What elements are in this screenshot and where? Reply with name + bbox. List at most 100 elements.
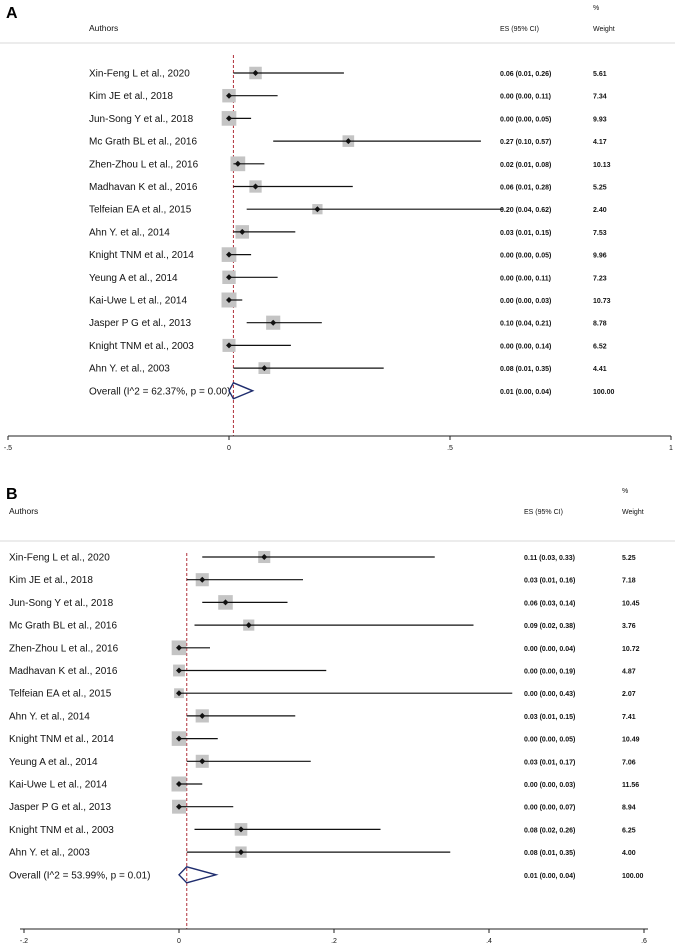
- weight-value: 9.93: [593, 116, 607, 123]
- point-estimate: [261, 554, 268, 560]
- weight-percent-symbol: %: [622, 488, 628, 495]
- point-estimate: [239, 228, 246, 235]
- overall-effect-size-value: 0.01 (0.00, 0.04): [524, 873, 575, 880]
- point-estimate: [176, 667, 182, 674]
- point-estimate: [245, 622, 252, 629]
- x-tick-label: 1: [669, 445, 673, 452]
- point-estimate: [226, 251, 232, 258]
- study-label: Kim JE et al., 2018: [89, 91, 173, 102]
- study-label: Madhavan K et al., 2016: [9, 666, 118, 677]
- weight-header: Weight: [593, 26, 615, 33]
- effect-size-value: 0.00 (0.00, 0.19): [524, 669, 575, 676]
- effect-size-value: 0.00 (0.00, 0.03): [500, 298, 551, 305]
- study-label: Jun-Song Y et al., 2018: [9, 598, 114, 609]
- study-label: Knight TNM et al., 2014: [9, 734, 114, 745]
- weight-value: 3.76: [622, 623, 636, 630]
- overall-weight-value: 100.00: [593, 389, 615, 396]
- weight-value: 7.53: [593, 230, 607, 237]
- weight-percent-symbol: %: [593, 5, 599, 12]
- point-estimate: [226, 115, 232, 122]
- forest-panel-a: A Authors ES (95% CI)% Weight Xin-Feng L et …: [0, 5, 675, 452]
- point-estimate: [176, 803, 182, 810]
- es-ci-header: ES (95% CI): [524, 509, 563, 516]
- study-label: Ahn Y. et al., 2014: [9, 711, 90, 722]
- point-estimate: [176, 644, 182, 651]
- x-tick-label: .5: [447, 445, 453, 452]
- study-label: Xin-Feng L et al., 2020: [9, 553, 110, 564]
- study-label: Yeung A et al., 2014: [89, 273, 178, 284]
- weight-value: 5.25: [622, 555, 636, 562]
- study-label: Ahn Y. et al., 2014: [89, 227, 170, 238]
- weight-value: 6.52: [593, 343, 607, 350]
- effect-size-value: 0.00 (0.00, 0.11): [500, 275, 551, 282]
- x-tick-label: .4: [486, 938, 492, 945]
- weight-value: 8.78: [593, 321, 607, 328]
- point-estimate: [226, 342, 232, 349]
- effect-size-value: 0.03 (0.01, 0.16): [524, 578, 575, 585]
- point-estimate: [199, 712, 206, 719]
- overall-label: Overall (I^2 = 62.37%, p = 0.00): [89, 386, 230, 397]
- weight-value: 9.96: [593, 253, 607, 260]
- point-estimate: [270, 319, 277, 326]
- study-label: Zhen-Zhou L et al., 2016: [9, 643, 119, 654]
- point-estimate: [238, 849, 244, 856]
- study-label: Telfeian EA et al., 2015: [9, 689, 112, 700]
- weight-value: 6.25: [622, 827, 636, 834]
- effect-size-value: 0.10 (0.04, 0.21): [500, 321, 551, 328]
- study-label: Knight TNM et al., 2003: [89, 341, 194, 352]
- point-estimate: [199, 758, 206, 765]
- weight-value: 7.41: [622, 714, 636, 721]
- x-tick-label: .2: [331, 938, 337, 945]
- effect-size-value: 0.00 (0.00, 0.03): [524, 782, 575, 789]
- point-estimate: [176, 735, 182, 742]
- point-estimate: [176, 781, 182, 787]
- effect-size-value: 0.11 (0.03, 0.33): [524, 555, 575, 562]
- effect-size-value: 0.00 (0.00, 0.05): [500, 116, 551, 123]
- weight-value: 7.18: [622, 578, 636, 585]
- effect-size-value: 0.06 (0.03, 0.14): [524, 600, 575, 607]
- effect-size-value: 0.06 (0.01, 0.26): [500, 71, 551, 78]
- point-estimate: [261, 365, 268, 372]
- weight-value: 10.72: [622, 646, 640, 653]
- overall-effect-size-value: 0.01 (0.00, 0.04): [500, 389, 551, 396]
- effect-size-value: 0.00 (0.00, 0.07): [524, 805, 575, 812]
- effect-size-value: 0.09 (0.02, 0.38): [524, 623, 575, 630]
- study-label: Knight TNM et al., 2003: [9, 825, 114, 836]
- weight-value: 2.40: [593, 207, 607, 214]
- effect-size-value: 0.03 (0.01, 0.17): [524, 759, 575, 766]
- weight-value: 4.17: [593, 139, 607, 146]
- weight-value: 5.61: [593, 71, 607, 78]
- study-label: Madhavan K et al., 2016: [89, 182, 198, 193]
- weight-value: 4.41: [593, 366, 607, 373]
- effect-size-value: 0.08 (0.02, 0.26): [524, 827, 575, 834]
- x-tick-label: -.5: [4, 445, 12, 452]
- effect-size-value: 0.00 (0.00, 0.14): [500, 343, 551, 350]
- forest-panel-b: B Authors ES (95% CI)% Weight Xin-Feng L et …: [0, 486, 675, 945]
- overall-diamond: [178, 866, 219, 884]
- weight-value: 8.94: [622, 805, 636, 812]
- weight-value: 2.07: [622, 691, 636, 698]
- es-ci-header: ES (95% CI): [500, 26, 539, 33]
- study-label: Kai-Uwe L et al., 2014: [89, 296, 187, 307]
- weight-value: 7.06: [622, 759, 636, 766]
- effect-size-value: 0.00 (0.00, 0.04): [524, 646, 575, 653]
- weight-value: 10.49: [622, 737, 640, 744]
- weight-value: 5.25: [593, 185, 607, 192]
- point-estimate: [252, 183, 259, 190]
- authors-header: Authors: [89, 23, 118, 33]
- weight-value: 10.45: [622, 600, 640, 607]
- point-estimate: [226, 274, 232, 281]
- point-estimate: [314, 206, 321, 213]
- study-label: Zhen-Zhou L et al., 2016: [89, 159, 199, 170]
- weight-value: 7.23: [593, 275, 607, 282]
- point-estimate: [176, 690, 182, 697]
- point-estimate: [234, 160, 241, 167]
- weight-header: Weight: [622, 509, 644, 516]
- x-tick-label: -.2: [20, 938, 28, 945]
- study-label: Jasper P G et al., 2013: [89, 318, 192, 329]
- point-estimate: [226, 92, 232, 99]
- x-tick-label: .6: [641, 938, 647, 945]
- effect-size-value: 0.00 (0.00, 0.11): [500, 94, 551, 101]
- study-label: Yeung A et al., 2014: [9, 757, 98, 768]
